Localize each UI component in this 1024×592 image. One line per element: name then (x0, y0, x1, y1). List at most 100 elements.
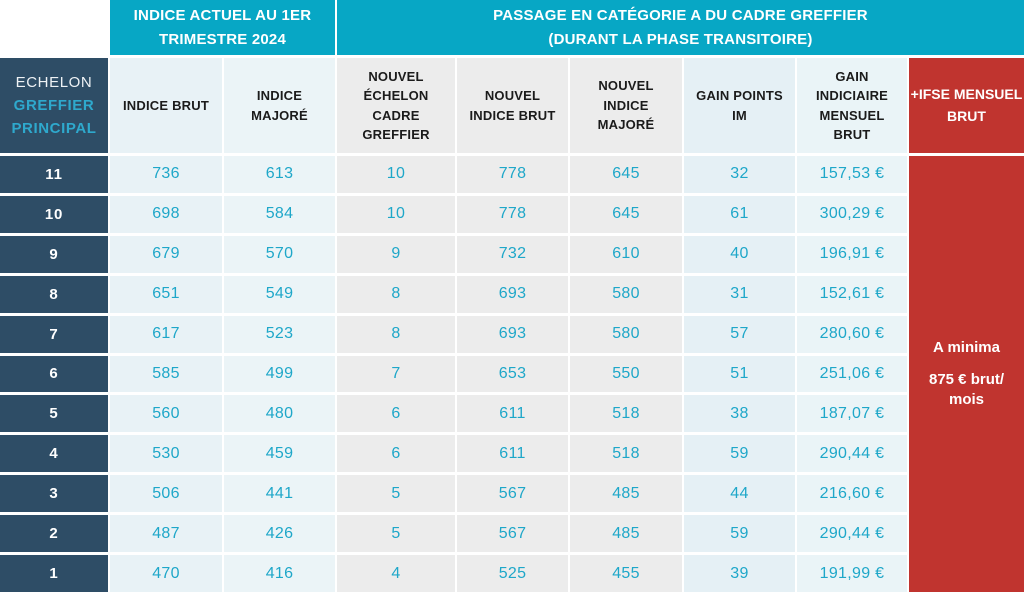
value-cell: 523 (224, 315, 335, 353)
value-cell: 645 (570, 195, 682, 233)
value-cell: 32 (684, 156, 795, 193)
value-cell: 549 (224, 275, 335, 313)
value-cell: 6 (337, 435, 455, 473)
echelon-cell: 10 (0, 195, 108, 233)
value-cell: 61 (684, 195, 795, 233)
col-header-gain-points-im: GAIN POINTS IM (684, 58, 795, 153)
value-cell: 693 (457, 275, 568, 313)
value-cell: 560 (110, 395, 222, 433)
col-header-ifse-mensuel-brut: +IFSE MENSUEL BRUT (909, 58, 1024, 153)
value-cell: 40 (684, 235, 795, 273)
corner-spacer (0, 0, 108, 55)
value-cell: 653 (457, 355, 568, 393)
echelon-cell: 5 (0, 395, 108, 433)
row-header-echelon-greffier-principal: ECHELON GREFFIER PRINCIPAL (0, 58, 108, 153)
echelon-cell: 7 (0, 315, 108, 353)
value-cell: 57 (684, 315, 795, 353)
ifse-note-line2: 875 € brut/ (928, 370, 1005, 388)
value-cell: 480 (224, 395, 335, 433)
value-cell: 6 (337, 395, 455, 433)
value-cell: 459 (224, 435, 335, 473)
value-cell: 611 (457, 395, 568, 433)
row-header-echelon: ECHELON (15, 74, 93, 91)
value-cell: 499 (224, 355, 335, 393)
value-cell: 613 (224, 156, 335, 193)
col-header-indice-majore: INDICE MAJORÉ (224, 58, 335, 153)
value-cell: 698 (110, 195, 222, 233)
value-cell: 31 (684, 275, 795, 313)
value-cell: 518 (570, 435, 682, 473)
value-cell: 570 (224, 235, 335, 273)
value-cell: 10 (337, 156, 455, 193)
value-cell: 485 (570, 475, 682, 513)
value-cell: 5 (337, 475, 455, 513)
value-cell: 651 (110, 275, 222, 313)
value-cell: 518 (570, 395, 682, 433)
col-header-gain-indiciaire-mensuel-brut: GAIN INDICIAIRE MENSUEL BRUT (797, 58, 907, 153)
echelon-cell: 6 (0, 355, 108, 393)
header-current-index-line2: TRIMESTRE 2024 (158, 30, 286, 48)
value-cell: 290,44 € (797, 435, 907, 473)
value-cell: 506 (110, 475, 222, 513)
value-cell: 610 (570, 235, 682, 273)
header-passage: PASSAGE EN CATÉGORIE A DU CADRE GREFFIER… (337, 0, 1024, 55)
value-cell: 585 (110, 355, 222, 393)
value-cell: 51 (684, 355, 795, 393)
echelon-cell: 2 (0, 515, 108, 553)
value-cell: 455 (570, 555, 682, 592)
value-cell: 44 (684, 475, 795, 513)
value-cell: 580 (570, 275, 682, 313)
value-cell: 441 (224, 475, 335, 513)
value-cell: 732 (457, 235, 568, 273)
header-passage-line2: (DURANT LA PHASE TRANSITOIRE) (548, 30, 813, 48)
value-cell: 645 (570, 156, 682, 193)
value-cell: 187,07 € (797, 395, 907, 433)
value-cell: 191,99 € (797, 555, 907, 592)
value-cell: 736 (110, 156, 222, 193)
col-header-nouvel-echelon-cadre-greffier: NOUVEL ÉCHELON CADRE GREFFIER (337, 58, 455, 153)
echelon-cell: 4 (0, 435, 108, 473)
value-cell: 8 (337, 275, 455, 313)
value-cell: 778 (457, 156, 568, 193)
ifse-note-cell: A minima 875 € brut/ mois (909, 156, 1024, 592)
value-cell: 8 (337, 315, 455, 353)
value-cell: 39 (684, 555, 795, 592)
value-cell: 693 (457, 315, 568, 353)
value-cell: 216,60 € (797, 475, 907, 513)
value-cell: 580 (570, 315, 682, 353)
value-cell: 778 (457, 195, 568, 233)
value-cell: 485 (570, 515, 682, 553)
value-cell: 300,29 € (797, 195, 907, 233)
row-header-greffier: GREFFIER (13, 97, 95, 114)
value-cell: 530 (110, 435, 222, 473)
value-cell: 679 (110, 235, 222, 273)
value-cell: 567 (457, 475, 568, 513)
value-cell: 251,06 € (797, 355, 907, 393)
value-cell: 617 (110, 315, 222, 353)
value-cell: 152,61 € (797, 275, 907, 313)
ifse-note-line1: A minima (933, 338, 1000, 356)
value-cell: 525 (457, 555, 568, 592)
value-cell: 470 (110, 555, 222, 592)
row-header-principal: PRINCIPAL (11, 119, 97, 137)
value-cell: 7 (337, 355, 455, 393)
value-cell: 157,53 € (797, 156, 907, 193)
echelon-cell: 11 (0, 156, 108, 193)
value-cell: 4 (337, 555, 455, 592)
value-cell: 5 (337, 515, 455, 553)
value-cell: 59 (684, 435, 795, 473)
header-current-index-line1: INDICE ACTUEL AU 1ER (133, 7, 312, 25)
value-cell: 584 (224, 195, 335, 233)
value-cell: 487 (110, 515, 222, 553)
header-current-index: INDICE ACTUEL AU 1ER TRIMESTRE 2024 (110, 0, 335, 55)
value-cell: 567 (457, 515, 568, 553)
col-header-nouvel-indice-brut: NOUVEL INDICE BRUT (457, 58, 568, 153)
value-cell: 416 (224, 555, 335, 592)
value-cell: 38 (684, 395, 795, 433)
value-cell: 426 (224, 515, 335, 553)
echelon-cell: 1 (0, 555, 108, 592)
echelon-cell: 9 (0, 235, 108, 273)
value-cell: 196,91 € (797, 235, 907, 273)
value-cell: 611 (457, 435, 568, 473)
